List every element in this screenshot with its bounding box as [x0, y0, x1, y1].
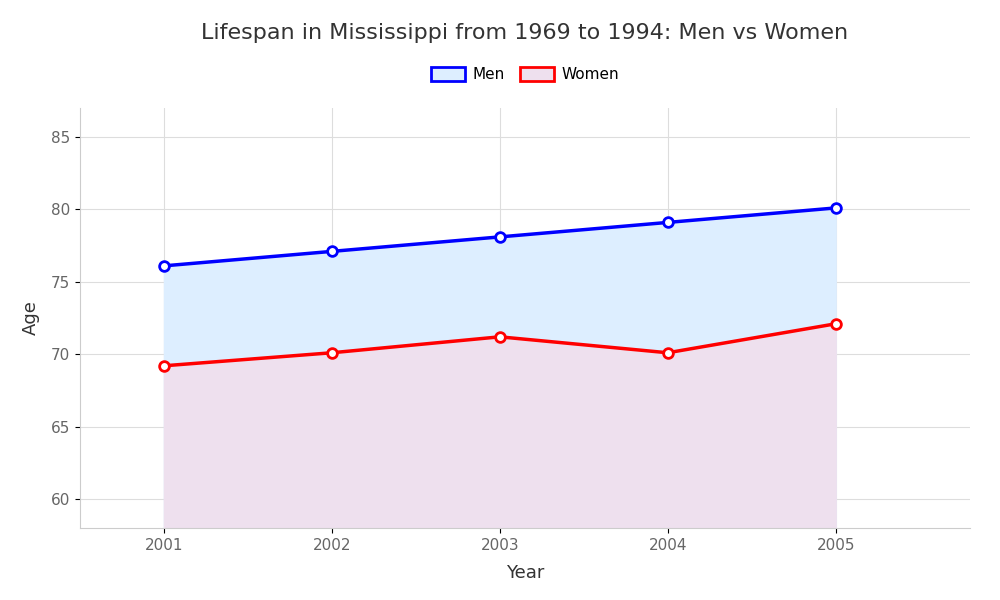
X-axis label: Year: Year [506, 564, 544, 582]
Y-axis label: Age: Age [22, 301, 40, 335]
Title: Lifespan in Mississippi from 1969 to 1994: Men vs Women: Lifespan in Mississippi from 1969 to 199… [201, 23, 849, 43]
Legend: Men, Women: Men, Women [425, 61, 625, 88]
